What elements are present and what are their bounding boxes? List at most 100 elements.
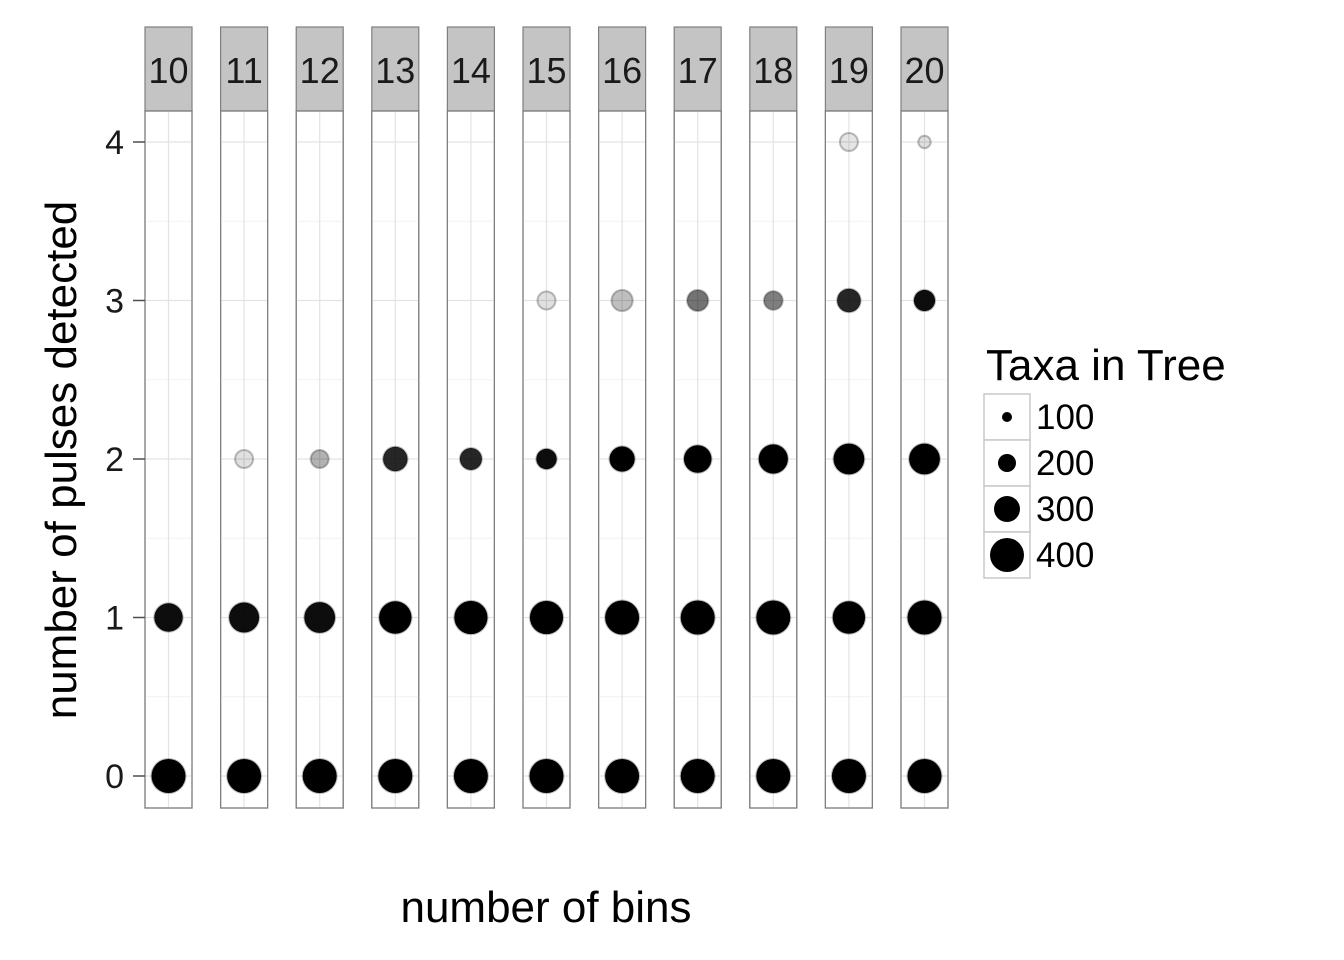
data-point [838,132,859,152]
data-point [755,758,792,794]
facet-panel-16: 16 [597,26,647,809]
legend-symbol [990,538,1024,572]
legend-label: 400 [1036,536,1094,575]
facet-strip-label: 10 [148,50,188,91]
facet-strip-label: 18 [753,50,793,91]
facet-strip [900,26,949,112]
y-axis: 0 1 2 3 4 [105,124,145,796]
data-point [608,445,636,473]
data-point [528,599,565,636]
legend-symbol [1002,412,1012,422]
panel-border [371,110,420,809]
panel-border [522,110,571,809]
data-point [762,290,784,311]
data-point [528,758,565,794]
data-point [682,444,713,474]
panel-border [673,110,722,809]
facet-strip-label: 20 [904,50,944,91]
facet-panel-19: 19 [824,26,874,809]
facet-strip [144,26,193,112]
facet-strip-label: 12 [300,50,340,91]
data-point [755,599,792,636]
data-point [453,599,489,636]
data-point [831,600,867,635]
data-point [679,599,716,636]
data-point [917,134,932,150]
panel-border [446,110,495,809]
legend-title: Taxa in Tree [986,341,1226,390]
data-point [458,447,483,471]
x-axis-title: number of bins [400,883,691,932]
data-point [836,287,862,314]
legend-symbol [998,454,1016,472]
facet-strip [522,26,571,112]
panel-border [749,110,798,809]
facet-strip-label: 19 [829,50,869,91]
data-point [536,290,557,311]
y-tick-label: 3 [105,283,124,321]
facet-panel-14: 14 [446,26,495,809]
data-point [301,758,338,794]
data-point [535,447,558,471]
panel-border [824,110,874,809]
data-point [153,602,184,633]
data-point [378,600,413,635]
size-legend: Taxa in Tree 100 200 300 400 [983,341,1226,579]
data-point [906,758,943,794]
facet-panel-20: 20 [900,26,949,809]
facet-panels: 10 11 12 13 14 15 16 17 18 19 20 [144,26,949,809]
data-point [309,449,330,469]
data-point [610,288,634,313]
facet-panel-18: 18 [749,26,798,809]
data-point [912,288,937,313]
legend-label: 200 [1036,444,1094,483]
data-point [686,288,710,313]
y-axis-title: number of pulses detected [37,201,86,720]
data-point [452,758,489,794]
y-tick-label: 0 [105,758,124,796]
facet-strip-label: 14 [451,50,491,91]
y-tick-label: 1 [105,600,124,638]
data-point [382,445,409,473]
facet-panel-12: 12 [295,26,344,809]
panel-border [597,110,647,809]
legend-label: 100 [1036,398,1094,437]
data-point [604,758,641,794]
legend-symbol [994,496,1020,522]
data-point [234,449,255,469]
facet-panel-11: 11 [220,26,269,809]
facet-strip-label: 13 [375,50,415,91]
data-point [832,442,866,476]
legend-label: 300 [1036,490,1094,529]
data-point [906,599,943,636]
facet-panel-10: 10 [144,26,193,809]
y-tick-label: 2 [105,441,124,479]
data-point [226,758,263,794]
data-point [377,758,414,794]
facet-panel-13: 13 [371,26,420,809]
data-point [757,443,789,475]
panel-border [900,110,949,809]
facet-strip-label: 15 [526,50,566,91]
data-point [830,758,867,794]
data-point [150,758,187,794]
data-point [679,758,716,794]
facet-strip [673,26,722,112]
panel-border [220,110,269,809]
facet-strip [597,26,647,112]
data-point [228,601,261,634]
facet-strip [220,26,269,112]
facet-strip-label: 16 [602,50,642,91]
facet-panel-17: 17 [673,26,722,809]
facet-strip-label: 17 [678,50,718,91]
y-tick-label: 4 [105,124,124,162]
facet-panel-15: 15 [522,26,571,809]
facet-strip [749,26,798,112]
data-point [303,601,337,634]
data-point [604,599,641,636]
panel-border [295,110,344,809]
facet-strip [295,26,344,112]
facet-strip-label: 11 [225,50,262,91]
data-point [908,442,941,476]
